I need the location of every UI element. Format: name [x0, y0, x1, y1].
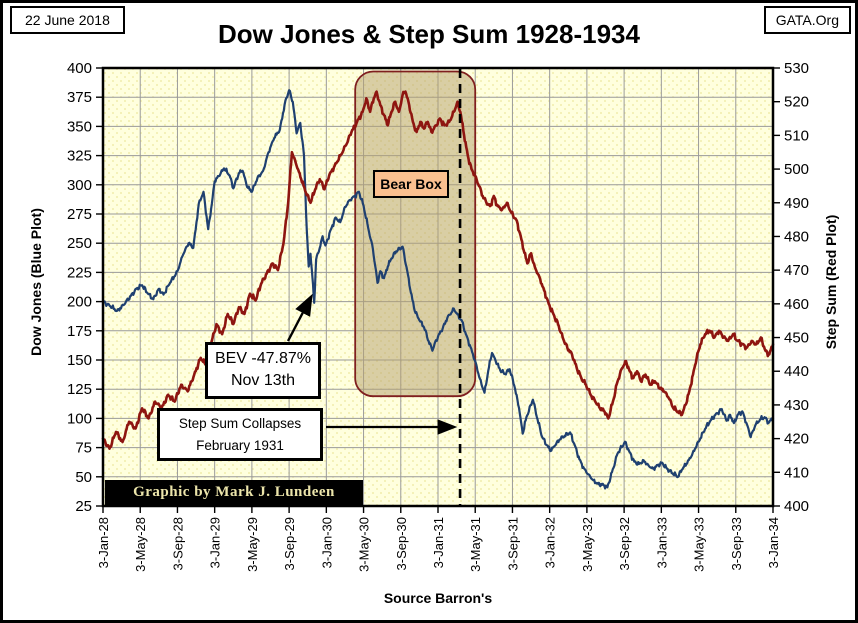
right-axis-title: Step Sum (Red Plot) — [823, 214, 839, 350]
left-tick-label: 200 — [67, 294, 92, 311]
left-tick-label: 350 — [67, 118, 92, 135]
left-tick-label: 375 — [67, 89, 92, 106]
x-tick-label: 3-Sep-28 — [170, 517, 185, 570]
left-axis-tick-labels: 400 375 350 325 300 275 250 225 200 175 150 125 100 7… — [67, 60, 92, 515]
series-dow-jones — [101, 89, 775, 490]
x-tick-label: 3-Jan-29 — [208, 517, 223, 568]
x-tick-label: 3-May-28 — [133, 517, 148, 572]
left-tick-label: 250 — [67, 235, 92, 252]
right-tick-label: 420 — [784, 431, 809, 448]
x-tick-label: 3-May-29 — [245, 517, 260, 572]
right-tick-label: 490 — [784, 195, 809, 212]
right-tick-label: 450 — [784, 330, 809, 347]
stepsum-annotation: Step Sum Collapses February 1931 — [157, 408, 323, 462]
x-tick-label: 3-Sep-30 — [394, 517, 409, 570]
left-tick-label: 100 — [67, 410, 92, 427]
x-tick-label: 3-Sep-32 — [617, 517, 632, 570]
left-tick-label: 225 — [67, 264, 92, 281]
bev-arrow — [286, 293, 313, 342]
x-tick-label: 3-Sep-29 — [282, 517, 297, 570]
stepsum-annotation-line1: Step Sum Collapses — [178, 416, 302, 431]
tick-marks — [96, 67, 780, 513]
date-box: 22 June 2018 — [10, 6, 125, 34]
left-tick-label: 75 — [75, 440, 92, 457]
right-tick-label: 520 — [784, 94, 809, 111]
left-tick-label: 125 — [67, 381, 92, 398]
brand-box: GATA.Org — [763, 6, 851, 34]
x-tick-label: 3-May-31 — [468, 517, 483, 572]
bear-box-region — [354, 70, 477, 398]
left-tick-label: 150 — [67, 352, 92, 369]
x-tick-label: 3-May-30 — [357, 517, 372, 572]
left-tick-label: 400 — [67, 60, 92, 77]
bev-annotation-line1: BEV -47.87% — [214, 350, 312, 367]
x-tick-label: 3-Sep-31 — [505, 517, 520, 570]
x-tick-label: 3-Sep-33 — [729, 517, 744, 570]
bear-box-label: Bear Box — [373, 170, 449, 198]
right-tick-label: 440 — [784, 363, 809, 380]
right-tick-label: 530 — [784, 60, 809, 77]
left-tick-label: 25 — [75, 498, 92, 515]
x-tick-label: 3-Jan-28 — [96, 517, 111, 568]
left-tick-label: 175 — [67, 323, 92, 340]
x-tick-label: 3-May-33 — [692, 517, 707, 572]
x-tick-label: 3-Jan-34 — [766, 517, 781, 568]
x-tick-label: 3-Jan-32 — [543, 517, 558, 568]
left-axis-title: Dow Jones (Blue Plot) — [28, 208, 44, 356]
x-tick-label: 3-May-32 — [580, 517, 595, 572]
left-tick-label: 275 — [67, 206, 92, 223]
x-axis-source-label: Source Barron's — [383, 590, 493, 606]
right-tick-label: 500 — [784, 161, 809, 178]
bev-annotation-line2: Nov 13th — [230, 372, 296, 390]
x-axis-tick-labels: 3-Jan-28 3-May-28 3-Sep-28 3-Jan-29 3-May-29… — [96, 517, 781, 572]
series-lines — [101, 89, 775, 490]
x-tick-label: 3-Jan-31 — [431, 517, 446, 568]
right-tick-label: 400 — [784, 498, 809, 515]
right-tick-label: 470 — [784, 262, 809, 279]
right-tick-label: 430 — [784, 397, 809, 414]
right-tick-label: 460 — [784, 296, 809, 313]
x-tick-label: 3-Jan-33 — [654, 517, 669, 568]
left-tick-label: 325 — [67, 148, 92, 165]
credit-banner: Graphic by Mark J. Lundeen — [105, 480, 363, 505]
right-tick-label: 510 — [784, 127, 809, 144]
x-tick-label: 3-Jan-30 — [319, 517, 334, 568]
right-tick-label: 410 — [784, 464, 809, 481]
stepsum-annotation-line2: February 1931 — [196, 437, 284, 453]
left-tick-label: 300 — [67, 177, 92, 194]
right-tick-label: 480 — [784, 228, 809, 245]
chart-canvas: 400 375 350 325 300 275 250 225 200 175 150 125 100 7… — [67, 60, 809, 572]
series-step-sum — [101, 90, 775, 450]
left-tick-label: 50 — [75, 469, 92, 486]
right-axis-tick-labels: 530 520 510 500 490 480 470 460 450 440 430 420 410 4… — [784, 60, 809, 515]
bev-annotation: BEV -47.87% Nov 13th — [205, 342, 321, 399]
